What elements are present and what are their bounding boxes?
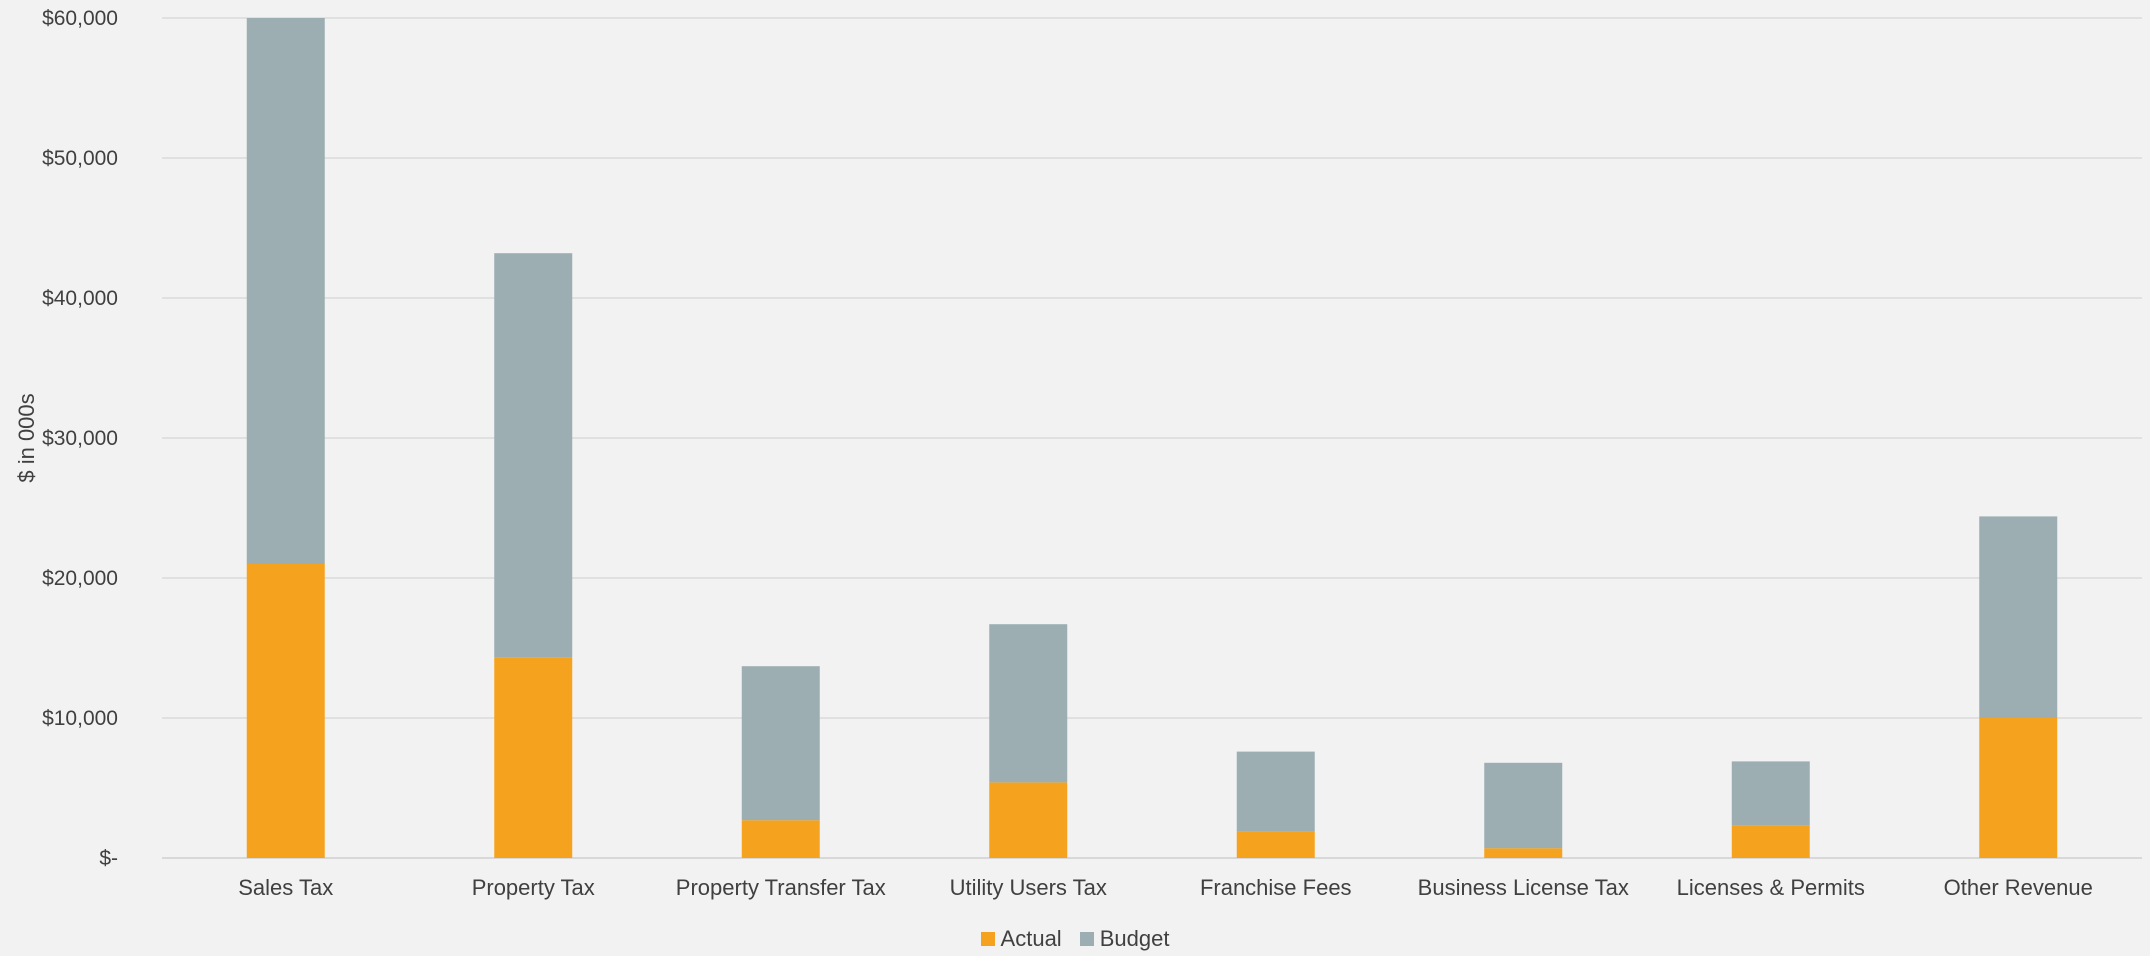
- y-tick-label: $60,000: [42, 7, 118, 30]
- bar-actual-5: [1484, 848, 1563, 858]
- bar-budget-7: [1979, 516, 2058, 718]
- bar-budget-2: [741, 666, 820, 821]
- y-tick-label: $50,000: [42, 147, 118, 170]
- bar-actual-0: [246, 564, 325, 858]
- legend-swatch-actual: [980, 932, 995, 946]
- bar-budget-4: [1236, 751, 1315, 832]
- legend-label-budget: Budget: [1099, 926, 1170, 951]
- bar-actual-7: [1979, 718, 2058, 858]
- y-tick-label: $10,000: [42, 707, 118, 730]
- bar-actual-4: [1236, 831, 1315, 858]
- bar-actual-3: [989, 782, 1068, 858]
- y-axis-title: $ in 000s: [14, 393, 39, 482]
- x-category-label: Property Transfer Tax: [676, 875, 886, 900]
- x-category-label: Utility Users Tax: [950, 875, 1107, 900]
- y-tick-label: $30,000: [42, 427, 118, 450]
- legend-item-actual: Actual: [980, 926, 1062, 952]
- x-category-label: Other Revenue: [1944, 875, 2093, 900]
- bar-budget-0: [246, 18, 325, 564]
- legend-swatch-budget: [1079, 932, 1094, 946]
- x-category-label: Sales Tax: [238, 875, 333, 900]
- x-category-label: Property Tax: [472, 875, 595, 900]
- x-category-label: Franchise Fees: [1200, 875, 1352, 900]
- y-tick-label: $40,000: [42, 287, 118, 310]
- bar-actual-6: [1731, 825, 1810, 858]
- bar-budget-6: [1731, 761, 1810, 826]
- x-category-label: Business License Tax: [1418, 875, 1629, 900]
- bar-actual-1: [494, 657, 573, 858]
- bar-actual-2: [741, 820, 820, 858]
- bar-budget-5: [1484, 762, 1563, 849]
- legend-label-actual: Actual: [1000, 926, 1062, 951]
- bar-budget-3: [989, 624, 1068, 783]
- y-tick-label: $-: [99, 847, 118, 870]
- legend-item-budget: Budget: [1079, 926, 1170, 952]
- legend: Actual Budget: [0, 926, 2150, 952]
- y-tick-label: $20,000: [42, 567, 118, 590]
- x-category-label: Licenses & Permits: [1677, 875, 1865, 900]
- bar-budget-1: [494, 253, 573, 658]
